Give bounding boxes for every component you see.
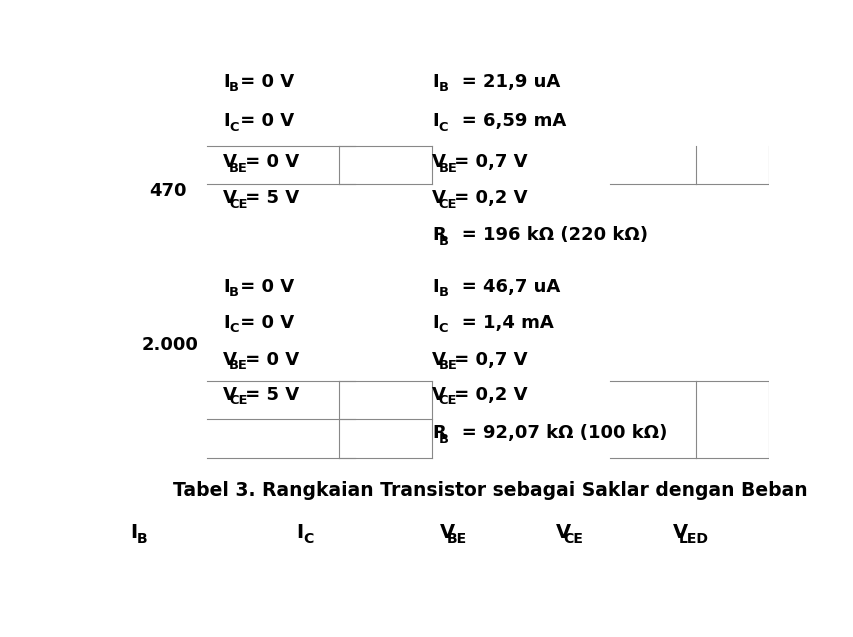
Text: V: V: [223, 154, 236, 171]
Text: V: V: [432, 154, 445, 171]
Text: C: C: [229, 120, 238, 134]
Text: V: V: [432, 351, 445, 369]
Text: = 0 V: = 0 V: [238, 351, 299, 369]
Text: V: V: [223, 386, 236, 404]
Text: = 0 V: = 0 V: [234, 73, 294, 91]
Text: = 0 V: = 0 V: [234, 113, 294, 131]
Text: = 21,9 uA: = 21,9 uA: [443, 73, 560, 91]
Text: V: V: [671, 524, 687, 543]
Text: R: R: [432, 226, 445, 245]
Text: B: B: [229, 286, 239, 299]
Text: B: B: [438, 234, 448, 248]
Text: C: C: [438, 120, 447, 134]
Text: = 0,2 V: = 0,2 V: [447, 189, 526, 208]
Text: V: V: [439, 524, 455, 543]
Text: B: B: [136, 532, 147, 546]
Text: = 0,7 V: = 0,7 V: [447, 351, 526, 369]
Text: = 0 V: = 0 V: [234, 278, 294, 296]
Text: CE: CE: [562, 532, 582, 546]
Text: BE: BE: [229, 359, 247, 373]
Text: BE: BE: [229, 162, 247, 175]
Text: C: C: [438, 322, 447, 336]
Text: I: I: [296, 524, 304, 543]
Text: CE: CE: [229, 394, 247, 407]
Text: I: I: [223, 73, 229, 91]
Text: B: B: [438, 82, 448, 94]
Text: LED: LED: [678, 532, 708, 546]
Text: I: I: [432, 314, 438, 333]
Text: I: I: [223, 314, 229, 333]
Text: I: I: [223, 113, 229, 131]
Text: 2.000: 2.000: [142, 336, 198, 354]
Text: B: B: [229, 82, 239, 94]
Text: CE: CE: [438, 197, 456, 211]
Text: I: I: [432, 278, 438, 296]
Text: = 1,4 mA: = 1,4 mA: [443, 314, 554, 333]
Text: I: I: [432, 113, 438, 131]
Text: C: C: [229, 322, 238, 336]
Text: B: B: [438, 433, 448, 445]
Text: = 196 kΩ (220 kΩ): = 196 kΩ (220 kΩ): [443, 226, 647, 245]
Text: = 46,7 uA: = 46,7 uA: [443, 278, 560, 296]
Text: = 0 V: = 0 V: [238, 154, 299, 171]
Text: = 0,2 V: = 0,2 V: [447, 386, 526, 404]
Text: V: V: [432, 386, 445, 404]
Text: B: B: [438, 286, 448, 299]
Text: I: I: [130, 524, 137, 543]
Text: CE: CE: [438, 394, 456, 407]
Text: Tabel 3. Rangkaian Transistor sebagai Saklar dengan Beban: Tabel 3. Rangkaian Transistor sebagai Sa…: [172, 481, 806, 500]
Text: CE: CE: [229, 197, 247, 211]
Text: C: C: [303, 532, 313, 546]
Text: = 92,07 kΩ (100 kΩ): = 92,07 kΩ (100 kΩ): [443, 424, 667, 442]
Text: R: R: [432, 424, 445, 442]
Text: I: I: [432, 73, 438, 91]
Text: = 5 V: = 5 V: [238, 189, 299, 208]
Text: V: V: [223, 351, 236, 369]
Text: = 6,59 mA: = 6,59 mA: [443, 113, 566, 131]
Text: = 0 V: = 0 V: [234, 314, 294, 333]
Text: = 0,7 V: = 0,7 V: [447, 154, 526, 171]
Text: BE: BE: [438, 162, 456, 175]
Text: BE: BE: [446, 532, 466, 546]
Text: BE: BE: [438, 359, 456, 373]
Text: I: I: [223, 278, 229, 296]
Text: V: V: [223, 189, 236, 208]
Text: = 5 V: = 5 V: [238, 386, 299, 404]
Text: 470: 470: [149, 182, 187, 200]
Text: V: V: [555, 524, 571, 543]
Text: V: V: [432, 189, 445, 208]
